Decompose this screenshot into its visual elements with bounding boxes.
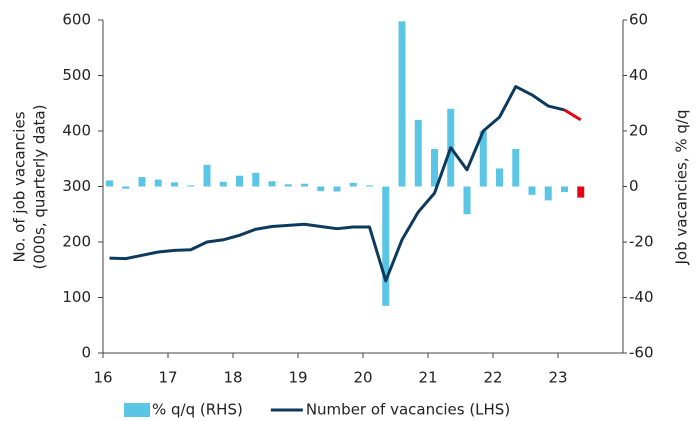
x-tick-label: 20 <box>353 369 372 387</box>
y-tick-label: 500 <box>62 66 91 84</box>
bar <box>382 186 390 306</box>
bar <box>317 186 325 192</box>
bar <box>544 186 552 201</box>
y-tick-label: 100 <box>62 288 91 306</box>
y2-tick-label: 20 <box>629 122 648 140</box>
x-tick-label: 17 <box>158 369 177 387</box>
y-axis-label: (000s, quarterly data) <box>31 105 49 270</box>
x-tick-label: 21 <box>418 369 437 387</box>
bar <box>138 177 146 187</box>
y2-tick-label: -20 <box>629 233 654 251</box>
bar <box>561 186 568 193</box>
x-tick-label: 16 <box>93 369 112 387</box>
y2-tick-label: -60 <box>629 344 654 362</box>
bar <box>268 181 276 187</box>
bar <box>479 131 487 187</box>
x-tick-label: 22 <box>483 369 502 387</box>
bar <box>171 182 178 187</box>
y2-axis-label: Job vacancies, % q/q <box>673 109 691 265</box>
bar <box>496 168 503 187</box>
bar <box>333 186 341 192</box>
bar <box>252 172 260 187</box>
bar <box>349 182 357 187</box>
bar <box>414 119 422 187</box>
bar <box>284 184 292 187</box>
line <box>109 85 565 283</box>
y-tick-label: 600 <box>62 11 91 29</box>
y-axis-label: No. of job vacancies <box>11 111 29 262</box>
bar <box>203 164 211 187</box>
legend-label: Number of vacancies (LHS) <box>306 401 510 419</box>
x-tick-label: 18 <box>223 369 242 387</box>
bar <box>366 185 373 187</box>
bar <box>154 179 162 187</box>
y-tick-label: 0 <box>81 344 91 362</box>
bar <box>512 149 520 187</box>
y-tick-label: 200 <box>62 233 91 251</box>
y2-tick-label: 60 <box>629 11 648 29</box>
bar <box>219 181 227 187</box>
legend-label: % q/q (RHS) <box>152 401 243 419</box>
y2-tick-label: 40 <box>629 66 648 84</box>
bar <box>122 186 130 189</box>
y-tick-label: 300 <box>62 177 91 195</box>
y-tick-label: 400 <box>62 122 91 140</box>
bar <box>187 185 195 187</box>
x-tick-label: 23 <box>548 369 567 387</box>
y2-tick-label: 0 <box>629 177 639 195</box>
bar <box>301 183 308 187</box>
bar <box>236 175 243 187</box>
bar <box>431 149 438 187</box>
line-highlight <box>563 108 582 122</box>
bar <box>398 21 406 187</box>
x-tick-label: 19 <box>288 369 307 387</box>
bar <box>577 186 585 198</box>
bar <box>528 186 536 195</box>
y2-tick-label: -40 <box>629 288 654 306</box>
bar <box>463 186 471 215</box>
legend-swatch <box>124 403 150 417</box>
bar <box>106 180 113 187</box>
